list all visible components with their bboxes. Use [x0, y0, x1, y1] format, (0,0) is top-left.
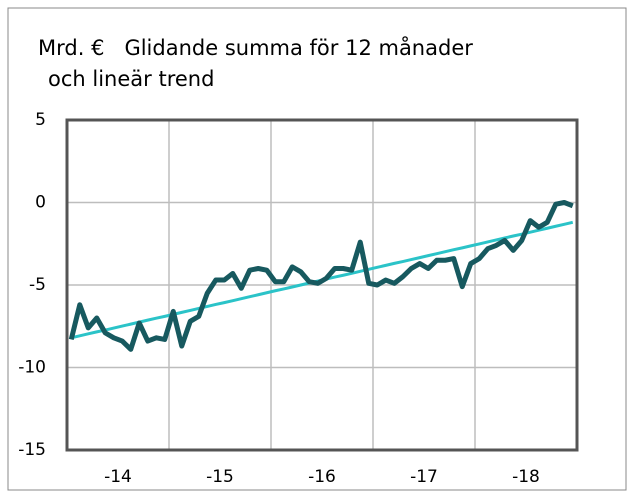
plot-border [65, 118, 579, 452]
x-tick-label: -15 [206, 467, 234, 487]
y-tick-label: 0 [35, 193, 46, 213]
y-tick-label: 5 [35, 110, 46, 130]
x-tick-label: -17 [410, 467, 438, 487]
x-tick-label: -14 [104, 467, 132, 487]
y-tick-label: -10 [18, 358, 46, 378]
x-tick-label: -16 [308, 467, 336, 487]
chart-frame [7, 7, 627, 491]
chart-subtitle: och lineär trend [48, 67, 214, 91]
x-tick-label: -18 [512, 467, 540, 487]
y-tick-label: -5 [29, 275, 46, 295]
y-tick-label: -15 [18, 440, 46, 460]
chart-title: Mrd. € Glidande summa för 12 månader [38, 35, 473, 60]
series-line [68, 200, 574, 352]
